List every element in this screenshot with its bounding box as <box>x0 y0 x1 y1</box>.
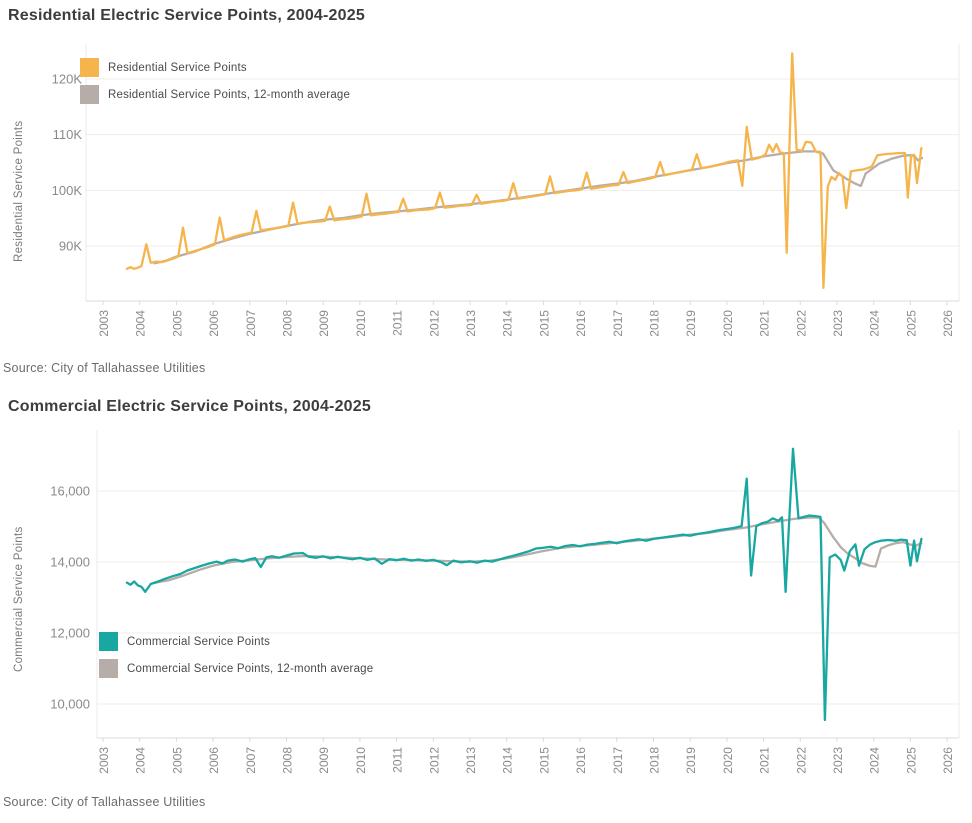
residential-series-legend-label: Residential Service Points <box>108 61 247 74</box>
commercial-chart-title: Commercial Electric Service Points, 2004… <box>8 398 371 415</box>
y-tick-label: 10,000 <box>50 697 90 712</box>
legend-item-residential-series[interactable]: Residential Service Points <box>80 58 350 77</box>
series-line-0 <box>125 52 923 289</box>
x-tick-label: 2003 <box>97 310 111 337</box>
x-tick-label: 2016 <box>574 310 588 337</box>
x-tick-label: 2025 <box>904 747 918 774</box>
x-tick-label: 2007 <box>244 747 258 774</box>
x-tick-label: 2020 <box>721 747 735 774</box>
x-tick-label: 2021 <box>758 747 772 774</box>
x-tick-label: 2016 <box>574 747 588 774</box>
x-tick-label: 2009 <box>317 310 331 337</box>
residential-average-legend-label: Residential Service Points, 12-month ave… <box>108 88 351 101</box>
x-tick-label: 2005 <box>170 747 184 774</box>
x-tick-label: 2005 <box>170 310 184 337</box>
x-tick-label: 2006 <box>207 747 221 774</box>
commercial-source-note: Source: City of Tallahassee Utilities <box>3 795 206 809</box>
residential-y-axis-title: Residential Service Points <box>13 120 25 262</box>
x-tick-label: 2010 <box>354 747 368 774</box>
residential-series-swatch <box>80 58 99 77</box>
residential-chart-svg[interactable]: 120K 110K 100K 90K 2003 2004 2005 2006 2007 2008 2… <box>0 38 972 356</box>
x-tick-label: 2014 <box>501 747 515 774</box>
x-tick-label: 2012 <box>427 310 441 337</box>
x-tick-label: 2015 <box>537 747 551 774</box>
x-tick-label: 2004 <box>134 747 148 774</box>
x-tick-label: 2011 <box>391 310 405 336</box>
legend-item-commercial-average[interactable]: Commercial Service Points, 12-month aver… <box>99 659 373 678</box>
commercial-average-legend-label: Commercial Service Points, 12-month aver… <box>127 662 374 675</box>
y-tick-label: 14,000 <box>50 555 90 570</box>
x-tick-label: 2010 <box>354 310 368 337</box>
x-tick-label: 2004 <box>134 310 148 337</box>
y-tick-label: 100K <box>52 183 83 198</box>
y-tick-label: 12,000 <box>50 626 90 641</box>
x-tick-label: 2018 <box>648 310 662 337</box>
x-tick-label: 2025 <box>904 310 918 337</box>
legend-item-commercial-series[interactable]: Commercial Service Points <box>99 632 373 651</box>
series-line-0 <box>125 447 923 722</box>
x-tick-label: 2023 <box>831 747 845 774</box>
x-tick-label: 2024 <box>868 747 882 774</box>
commercial-series-swatch <box>99 632 118 651</box>
x-tick-label: 2019 <box>684 747 698 774</box>
commercial-series-legend-label: Commercial Service Points <box>127 635 271 648</box>
residential-legend: Residential Service Points Residential S… <box>80 58 350 104</box>
x-tick-label: 2012 <box>427 747 441 774</box>
x-tick-label: 2009 <box>317 747 331 774</box>
x-tick-label: 2017 <box>611 747 625 774</box>
y-tick-label: 110K <box>53 127 83 142</box>
residential-chart-title: Residential Electric Service Points, 200… <box>8 7 365 24</box>
x-tick-label: 2007 <box>244 310 258 337</box>
x-tick-label: 2006 <box>207 310 221 337</box>
x-tick-label: 2013 <box>464 747 478 774</box>
y-tick-label: 90K <box>59 239 82 254</box>
commercial-chart-svg[interactable]: 16,000 14,000 12,000 10,000 2003 2004 2005 2006… <box>0 425 972 793</box>
commercial-y-axis-title: Commercial Service Points <box>13 526 25 672</box>
x-tick-label: 2013 <box>464 310 478 337</box>
x-tick-label: 2023 <box>831 310 845 337</box>
x-tick-label: 2015 <box>537 310 551 337</box>
x-tick-label: 2022 <box>794 747 808 774</box>
x-tick-label: 2011 <box>391 747 405 773</box>
x-tick-label: 2024 <box>868 310 882 337</box>
x-tick-label: 2018 <box>648 747 662 774</box>
legend-item-residential-average[interactable]: Residential Service Points, 12-month ave… <box>80 85 350 104</box>
x-tick-label: 2021 <box>758 310 772 337</box>
x-tick-label: 2022 <box>794 310 808 337</box>
x-tick-label: 2019 <box>684 310 698 337</box>
x-tick-label: 2026 <box>941 747 955 774</box>
x-tick-label: 2003 <box>97 747 111 774</box>
x-tick-label: 2017 <box>611 310 625 337</box>
y-tick-label: 16,000 <box>50 484 90 499</box>
residential-average-swatch <box>80 85 99 104</box>
x-tick-label: 2020 <box>721 310 735 337</box>
commercial-legend: Commercial Service Points Commercial Ser… <box>99 632 373 678</box>
x-tick-label: 2026 <box>941 310 955 337</box>
x-tick-label: 2008 <box>281 747 295 774</box>
x-tick-label: 2008 <box>281 310 295 337</box>
residential-source-note: Source: City of Tallahassee Utilities <box>3 361 206 375</box>
y-tick-label: 120K <box>52 72 83 87</box>
commercial-average-swatch <box>99 659 118 678</box>
x-tick-label: 2014 <box>501 310 515 337</box>
series-line-1 <box>153 150 924 265</box>
series-line-1 <box>153 516 923 585</box>
